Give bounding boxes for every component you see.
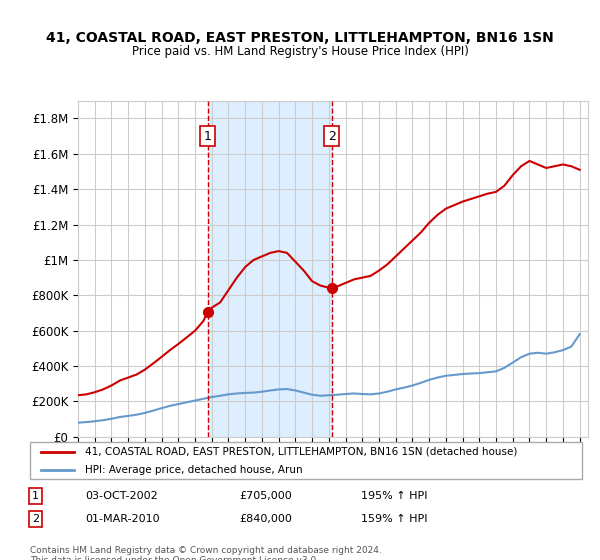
FancyBboxPatch shape bbox=[30, 442, 582, 479]
Text: £840,000: £840,000 bbox=[240, 514, 293, 524]
Bar bbox=[208, 101, 332, 437]
Text: 41, COASTAL ROAD, EAST PRESTON, LITTLEHAMPTON, BN16 1SN: 41, COASTAL ROAD, EAST PRESTON, LITTLEHA… bbox=[46, 31, 554, 45]
Text: 03-OCT-2002: 03-OCT-2002 bbox=[85, 491, 158, 501]
Text: HPI: Average price, detached house, Arun: HPI: Average price, detached house, Arun bbox=[85, 465, 303, 475]
Text: 1: 1 bbox=[203, 130, 212, 143]
Text: 01-MAR-2010: 01-MAR-2010 bbox=[85, 514, 160, 524]
Text: 159% ↑ HPI: 159% ↑ HPI bbox=[361, 514, 428, 524]
Text: 41, COASTAL ROAD, EAST PRESTON, LITTLEHAMPTON, BN16 1SN (detached house): 41, COASTAL ROAD, EAST PRESTON, LITTLEHA… bbox=[85, 446, 518, 456]
Text: Contains HM Land Registry data © Crown copyright and database right 2024.
This d: Contains HM Land Registry data © Crown c… bbox=[30, 546, 382, 560]
Text: 195% ↑ HPI: 195% ↑ HPI bbox=[361, 491, 428, 501]
Text: 2: 2 bbox=[328, 130, 335, 143]
Text: Price paid vs. HM Land Registry's House Price Index (HPI): Price paid vs. HM Land Registry's House … bbox=[131, 45, 469, 58]
Text: 2: 2 bbox=[32, 514, 39, 524]
Text: 1: 1 bbox=[32, 491, 39, 501]
Text: £705,000: £705,000 bbox=[240, 491, 293, 501]
